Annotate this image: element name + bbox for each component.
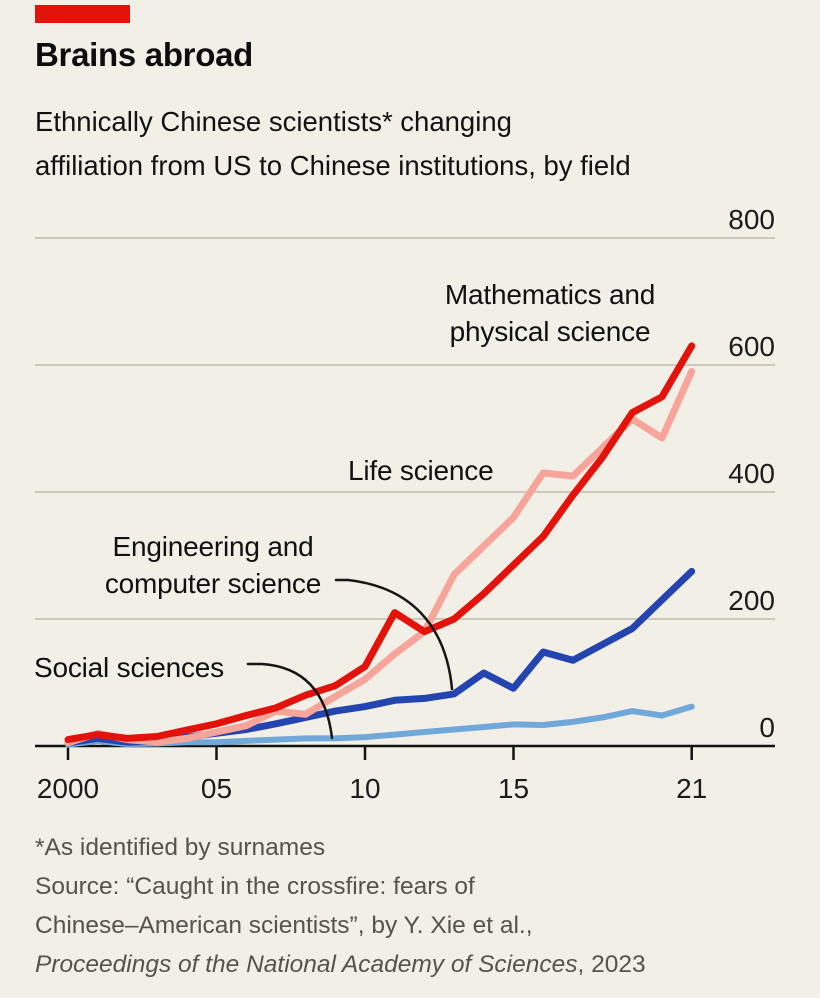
annotation-life-science: Life science — [348, 455, 494, 486]
social-connector-line — [246, 662, 334, 740]
source-line-3: Proceedings of the National Academy of S… — [35, 945, 646, 984]
subtitle-line-2: affiliation from US to Chinese instituti… — [35, 150, 631, 181]
annotation-eng-line-2: computer science — [104, 568, 322, 599]
journal-title: Proceedings of the National Academy of S… — [35, 951, 578, 978]
engineering-connector-line — [334, 578, 454, 691]
annotation-engineering: Engineering and computer science — [88, 528, 338, 602]
line-chart: 0 200 400 600 800 2000 05 10 15 21 — [35, 204, 775, 804]
chart-subtitle: Ethnically Chinese scientists* changing … — [35, 100, 631, 188]
series-line-mathematics-and-physical-science — [64, 342, 696, 744]
x-axis-label-21: 21 — [676, 773, 707, 804]
source-line-2: Chinese–American scientists”, by Y. Xie … — [35, 912, 533, 939]
annotation-math-line-1: Mathematics and — [444, 279, 656, 310]
annotation-math-physical: Mathematics and physical science — [400, 276, 700, 350]
annotation-eng-line-1: Engineering and — [112, 531, 314, 562]
footer-notes: *As identified by surnames Source: “Caug… — [35, 828, 646, 984]
accent-bar — [35, 5, 130, 23]
y-axis-label-800: 800 — [728, 204, 775, 235]
y-axis-label-0: 0 — [759, 712, 775, 743]
x-axis-label-2000: 2000 — [37, 773, 99, 804]
x-axis-label-15: 15 — [498, 773, 529, 804]
footnote: *As identified by surnames — [35, 834, 326, 861]
subtitle-line-1: Ethnically Chinese scientists* changing — [35, 106, 512, 137]
annotation-math-line-2: physical science — [449, 316, 651, 347]
source-line-1: Source: “Caught in the crossfire: fears … — [35, 873, 475, 900]
journal-year: , 2023 — [577, 951, 646, 978]
annotation-social-sciences: Social sciences — [34, 652, 224, 683]
x-axis-label-05: 05 — [201, 773, 232, 804]
page-title: Brains abroad — [35, 36, 253, 73]
x-axis-label-10: 10 — [349, 773, 380, 804]
series-line-life-science — [64, 367, 696, 747]
y-axis-label-200: 200 — [728, 585, 775, 616]
y-axis-label-600: 600 — [728, 331, 775, 362]
y-axis-label-400: 400 — [728, 458, 775, 489]
